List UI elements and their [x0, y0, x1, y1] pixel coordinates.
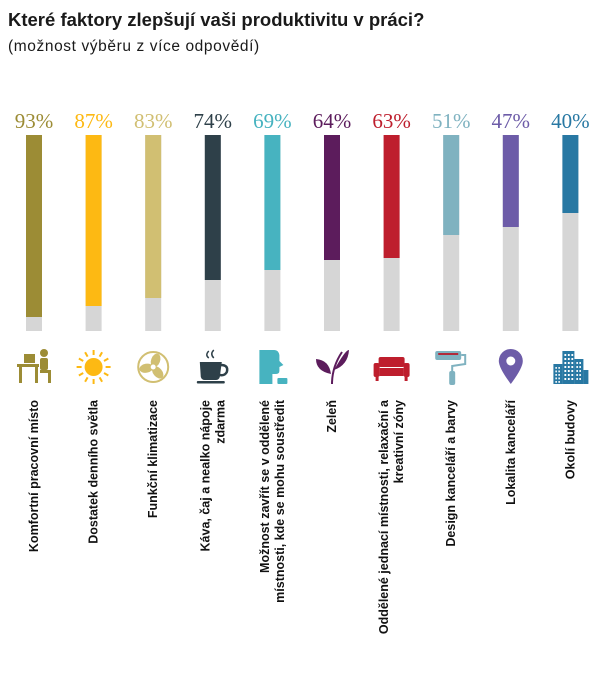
city-buildings-icon — [553, 351, 589, 384]
category-label: Káva, čaj a nealko nápoje zdarma — [198, 399, 227, 552]
desk-worker-icon — [17, 349, 51, 383]
paint-roller-icon — [435, 351, 467, 385]
category-label-line: Dostatek denního světla — [87, 399, 101, 544]
category-label-line: Okolí budovy — [563, 400, 577, 479]
value-label: 47% — [492, 109, 531, 133]
value-label: 83% — [134, 109, 173, 133]
category-label-line: Komfortní pracovní místo — [27, 400, 41, 552]
plant-leaves-icon — [316, 349, 349, 385]
category-label-line: Možnost zavřít se v oddělené — [258, 400, 272, 573]
value-label: 69% — [253, 109, 292, 133]
category-label: Funkční klimatizace — [146, 400, 160, 518]
map-pin-icon — [498, 349, 523, 384]
category-label-line: zdarma — [213, 399, 227, 444]
fan-icon — [137, 351, 170, 383]
sun-icon — [76, 350, 111, 384]
bar — [26, 135, 42, 317]
category-label: Možnost zavřít se v oddělené místnosti, k… — [258, 399, 287, 603]
coffee-cup-icon — [196, 349, 229, 384]
bar — [264, 135, 281, 270]
value-label: 87% — [74, 109, 113, 133]
chart-subtitle: (možnost výběru z více odpovědí) — [8, 38, 260, 55]
bar — [383, 135, 400, 258]
category-label-line: Káva, čaj a nealko nápoje — [198, 400, 212, 552]
bar — [562, 135, 579, 213]
value-label: 93% — [15, 109, 54, 133]
category-label-line: Design kanceláří a barvy — [444, 400, 458, 547]
bar — [204, 135, 221, 280]
bar — [85, 135, 102, 306]
category-label-line: Zeleň — [325, 400, 339, 433]
bar — [443, 135, 460, 235]
value-label: 63% — [372, 109, 411, 133]
value-label: 64% — [313, 109, 352, 133]
value-label: 40% — [551, 109, 590, 133]
bar — [324, 135, 340, 260]
category-label: Dostatek denního světla — [87, 399, 101, 544]
category-label: Design kanceláří a barvy — [444, 400, 458, 547]
category-label: Okolí budovy — [563, 400, 577, 479]
category-label: Lokalita kanceláří — [504, 399, 518, 504]
category-label: Zeleň — [325, 400, 339, 433]
bar — [502, 135, 519, 227]
category-label-line: kreativní zóny — [392, 400, 406, 483]
bar — [145, 135, 162, 298]
sofa-icon — [373, 357, 410, 381]
category-label-line: Oddělené jednací místnosti, relaxační a — [377, 399, 391, 634]
category-label-line: místnosti, kde se mohu soustředit — [273, 399, 287, 603]
category-label-line: Lokalita kanceláří — [504, 399, 518, 504]
value-label: 74% — [194, 109, 233, 133]
category-label-line: Funkční klimatizace — [146, 400, 160, 518]
chart-title: Které faktory zlepšují vaši produktivitu… — [8, 9, 425, 30]
category-label: Komfortní pracovní místo — [27, 400, 41, 552]
person-profile-icon — [259, 350, 288, 384]
value-label: 51% — [432, 109, 471, 133]
